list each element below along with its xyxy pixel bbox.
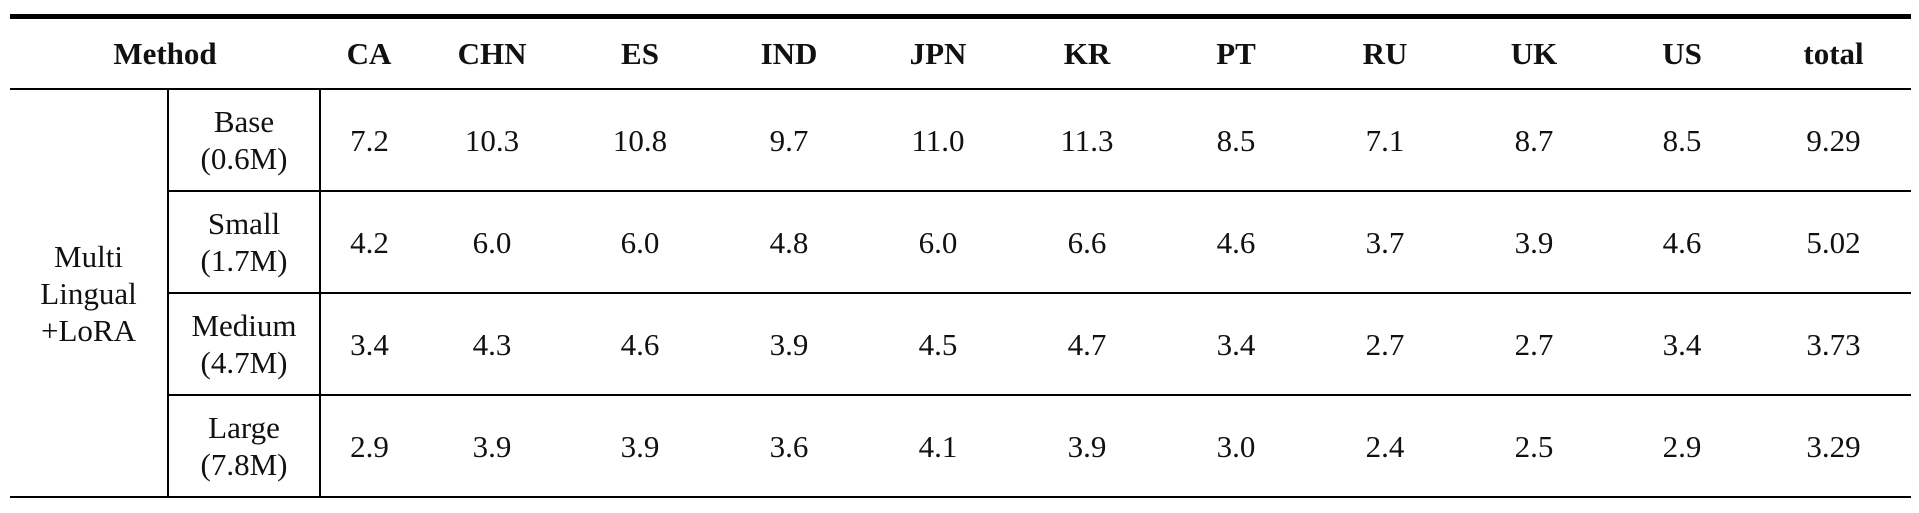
- model-size-cell: Base (0.6M): [168, 89, 322, 192]
- cell-ind: 9.7: [714, 89, 865, 192]
- header-method: Method: [10, 14, 321, 90]
- cell-chn: 10.3: [418, 89, 567, 192]
- header-col-ru: RU: [1310, 14, 1461, 90]
- group-label-cell: Multi Lingual +LoRA: [10, 89, 169, 498]
- table-body: Multi Lingual +LoRA Base (0.6M) 7.2 10.3…: [10, 89, 1912, 498]
- cell-ru: 7.1: [1310, 89, 1461, 192]
- cell-kr: 11.3: [1012, 89, 1163, 192]
- cell-kr: 3.9: [1012, 395, 1163, 498]
- header-col-total: total: [1756, 14, 1912, 90]
- model-size-cell: Large (7.8M): [168, 395, 322, 498]
- cell-es: 4.6: [566, 293, 715, 396]
- group-label-line: Lingual: [40, 275, 137, 311]
- header-col-jpn: JPN: [864, 14, 1013, 90]
- cell-pt: 4.6: [1162, 191, 1311, 294]
- cell-total: 9.29: [1756, 89, 1912, 192]
- cell-total: 5.02: [1756, 191, 1912, 294]
- cell-chn: 4.3: [418, 293, 567, 396]
- cell-pt: 3.4: [1162, 293, 1311, 396]
- header-col-uk: UK: [1460, 14, 1609, 90]
- cell-ca: 7.2: [320, 89, 419, 192]
- header-col-kr: KR: [1012, 14, 1163, 90]
- model-size-name: Large: [208, 410, 280, 445]
- results-table: Method CA CHN ES IND JPN KR PT RU UK US …: [10, 14, 1912, 498]
- header-col-es: ES: [566, 14, 715, 90]
- cell-kr: 6.6: [1012, 191, 1163, 294]
- cell-ind: 3.6: [714, 395, 865, 498]
- model-size-name: Base: [213, 104, 275, 139]
- cell-es: 3.9: [566, 395, 715, 498]
- cell-us: 8.5: [1608, 89, 1757, 192]
- model-size-params: (1.7M): [200, 243, 288, 278]
- model-size-cell: Small (1.7M): [168, 191, 322, 294]
- cell-chn: 6.0: [418, 191, 567, 294]
- cell-total: 3.29: [1756, 395, 1912, 498]
- header-col-ca: CA: [320, 14, 419, 90]
- cell-jpn: 4.5: [864, 293, 1013, 396]
- cell-ca: 2.9: [320, 395, 419, 498]
- cell-uk: 2.7: [1460, 293, 1609, 396]
- cell-chn: 3.9: [418, 395, 567, 498]
- cell-ca: 3.4: [320, 293, 419, 396]
- header-col-chn: CHN: [418, 14, 567, 90]
- cell-uk: 8.7: [1460, 89, 1609, 192]
- header-col-pt: PT: [1162, 14, 1311, 90]
- table-row: Multi Lingual +LoRA Base (0.6M) 7.2 10.3…: [10, 89, 1912, 498]
- cell-jpn: 6.0: [864, 191, 1013, 294]
- group-label-line: Multi: [54, 238, 123, 274]
- header-col-ind: IND: [714, 14, 865, 90]
- header-col-us: US: [1608, 14, 1757, 90]
- cell-ind: 4.8: [714, 191, 865, 294]
- cell-jpn: 4.1: [864, 395, 1013, 498]
- cell-total: 3.73: [1756, 293, 1912, 396]
- cell-pt: 3.0: [1162, 395, 1311, 498]
- model-size-name: Small: [207, 206, 281, 241]
- cell-jpn: 11.0: [864, 89, 1013, 192]
- model-size-params: (4.7M): [200, 345, 288, 380]
- cell-pt: 8.5: [1162, 89, 1311, 192]
- group-label-line: +LoRA: [41, 312, 136, 348]
- cell-us: 2.9: [1608, 395, 1757, 498]
- table-row: Medium (4.7M) 3.4 4.3 4.6 3.9 4.5 4.7 3.…: [10, 293, 1912, 396]
- header-row: Method CA CHN ES IND JPN KR PT RU UK US …: [10, 14, 1912, 90]
- table-row: Large (7.8M) 2.9 3.9 3.9 3.6 4.1 3.9 3.0…: [10, 395, 1912, 498]
- model-size-name: Medium: [191, 308, 297, 343]
- model-size-cell: Medium (4.7M): [168, 293, 322, 396]
- cell-ru: 2.4: [1310, 395, 1461, 498]
- cell-es: 6.0: [566, 191, 715, 294]
- cell-uk: 2.5: [1460, 395, 1609, 498]
- cell-es: 10.8: [566, 89, 715, 192]
- cell-ru: 3.7: [1310, 191, 1461, 294]
- table-header: Method CA CHN ES IND JPN KR PT RU UK US …: [10, 14, 1912, 90]
- cell-us: 3.4: [1608, 293, 1757, 396]
- cell-ru: 2.7: [1310, 293, 1461, 396]
- cell-us: 4.6: [1608, 191, 1757, 294]
- cell-uk: 3.9: [1460, 191, 1609, 294]
- cell-kr: 4.7: [1012, 293, 1163, 396]
- table-row: Small (1.7M) 4.2 6.0 6.0 4.8 6.0 6.6 4.6…: [10, 191, 1912, 294]
- model-size-params: (7.8M): [200, 447, 288, 482]
- cell-ca: 4.2: [320, 191, 419, 294]
- model-size-params: (0.6M): [200, 141, 288, 176]
- cell-ind: 3.9: [714, 293, 865, 396]
